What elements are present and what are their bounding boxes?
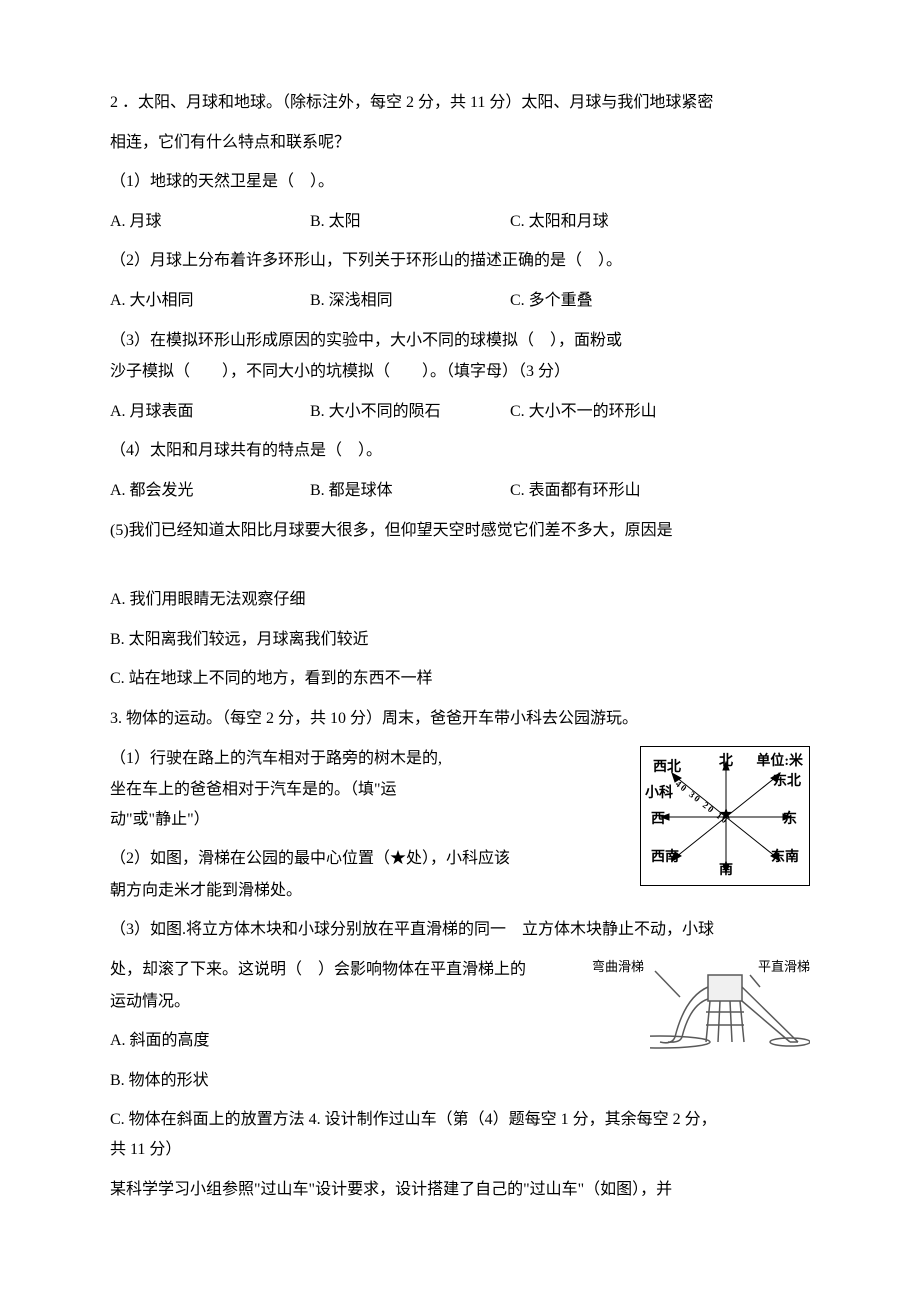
q2-sub5-stem: (5)我们已经知道太阳比月球要大很多，但仰望天空时感觉它们差不多大，原因是	[110, 518, 810, 544]
q2-sub1-options: A. 月球 B. 太阳 C. 太阳和月球	[110, 209, 810, 235]
q2-sub2-c: C. 多个重叠	[510, 288, 710, 314]
q2-sub3-b: B. 大小不同的陨石	[310, 399, 510, 425]
q3-sub3-l2: 处，却滚了下来。这说明（ ）会影响物体在平直滑梯上的	[110, 957, 610, 983]
q2-sub3-stem-l2: 沙子模拟（ ），不同大小的坑模拟（ ）。（填字母）（3 分）	[110, 359, 810, 385]
q3-sub3-l3: 运动情况。	[110, 989, 610, 1015]
spacer	[110, 557, 810, 573]
q2-sub5-a: A. 我们用眼睛无法观察仔细	[110, 587, 810, 613]
q2-sub5-c: C. 站在地球上不同的地方，看到的东西不一样	[110, 666, 810, 692]
q2-sub5-b: B. 太阳离我们较远，月球离我们较近	[110, 627, 810, 653]
q3-sub3-block: 处，却滚了下来。这说明（ ）会影响物体在平直滑梯上的 运动情况。 A. 斜面的高…	[110, 957, 810, 1093]
q3-sub2-l1: （2）如图，滑梯在公园的最中心位置（★处），小科应该	[110, 846, 590, 872]
q3-sub1-l1: （1）行驶在路上的汽车相对于路旁的树木是的,	[110, 746, 590, 772]
q3-sub2-l2: 朝方向走米才能到滑梯处。	[110, 878, 590, 904]
q3-sub3-l1: （3）如图.将立方体木块和小球分别放在平直滑梯的同一 立方体木块静止不动，小球	[110, 917, 810, 943]
q2-sub3-options: A. 月球表面 B. 大小不同的陨石 C. 大小不一的环形山	[110, 399, 810, 425]
q2-intro-line2: 相连，它们有什么特点和联系呢？	[110, 130, 810, 156]
q3-sub1-block: （1）行驶在路上的汽车相对于路旁的树木是的, 坐在车上的爸爸相对于汽车是的。（填…	[110, 746, 810, 904]
q3-opt-c-and-q4: C. 物体在斜面上的放置方法 4. 设计制作过山车（第（4）题每空 1 分，其余…	[110, 1107, 810, 1133]
q2-sub2-stem: （2）月球上分布着许多环形山，下列关于环形山的描述正确的是（ ）。	[110, 248, 810, 274]
q3-opt-b: B. 物体的形状	[110, 1068, 610, 1094]
q2-sub3-stem-l1: （3）在模拟环形山形成原因的实验中，大小不同的球模拟（ ），面粉或	[110, 328, 810, 354]
q4-last: 某科学学习小组参照"过山车"设计要求，设计搭建了自己的"过山车"（如图），并	[110, 1177, 810, 1203]
q4-tail: 共 11 分）	[110, 1137, 810, 1163]
slide-straight-label: 平直滑梯	[758, 957, 810, 978]
q3-sub1-l3: 动"或"静止"）	[110, 807, 590, 833]
q2-sub2-b: B. 深浅相同	[310, 288, 510, 314]
q2-sub3-a: A. 月球表面	[110, 399, 310, 425]
compass-box: ★ 西北 北 单位:米 小科 东北 西 东 西南 东南 南 40 30 20 1…	[640, 746, 810, 886]
q2-sub2-options: A. 大小相同 B. 深浅相同 C. 多个重叠	[110, 288, 810, 314]
slide-curved-label: 弯曲滑梯	[592, 957, 644, 978]
compass-se: 东南	[771, 847, 799, 869]
q2-sub1-a: A. 月球	[110, 209, 310, 235]
q2-sub1-stem: （1）地球的天然卫星是（ ）。	[110, 169, 810, 195]
q3-intro: 3. 物体的运动。（每空 2 分，共 10 分）周末，爸爸开车带小科去公园游玩。	[110, 706, 810, 732]
q2-sub3-c: C. 大小不一的环形山	[510, 399, 710, 425]
slide-box: 弯曲滑梯 平直滑梯	[650, 957, 810, 1057]
q2-sub1-b: B. 太阳	[310, 209, 510, 235]
q2-sub4-stem: （4）太阳和月球共有的特点是（ ）。	[110, 438, 810, 464]
compass-e: 东	[783, 809, 797, 831]
compass-n: 北	[719, 751, 733, 773]
q2-sub4-a: A. 都会发光	[110, 478, 310, 504]
q3-sub1-l2: 坐在车上的爸爸相对于汽车是的。（填"运	[110, 777, 590, 803]
compass-ne: 东北	[773, 771, 801, 793]
q2-sub2-a: A. 大小相同	[110, 288, 310, 314]
slide-figure: 弯曲滑梯 平直滑梯	[650, 957, 810, 1057]
q2-sub1-c: C. 太阳和月球	[510, 209, 710, 235]
compass-w: 西	[651, 809, 665, 831]
q2-sub4-c: C. 表面都有环形山	[510, 478, 710, 504]
q2-sub4-options: A. 都会发光 B. 都是球体 C. 表面都有环形山	[110, 478, 810, 504]
compass-sw: 西南	[651, 847, 679, 869]
q3-opt-a: A. 斜面的高度	[110, 1028, 610, 1054]
compass-s: 南	[719, 860, 733, 882]
compass-figure: ★ 西北 北 单位:米 小科 东北 西 东 西南 东南 南 40 30 20 1…	[640, 746, 810, 886]
q2-intro-line1: 2 ．太阳、月球和地球。（除标注外，每空 2 分，共 11 分）太阳、月球与我们…	[110, 90, 810, 116]
q2-sub4-b: B. 都是球体	[310, 478, 510, 504]
compass-nw: 西北	[653, 757, 681, 779]
compass-xiaoke: 小科	[645, 783, 673, 805]
